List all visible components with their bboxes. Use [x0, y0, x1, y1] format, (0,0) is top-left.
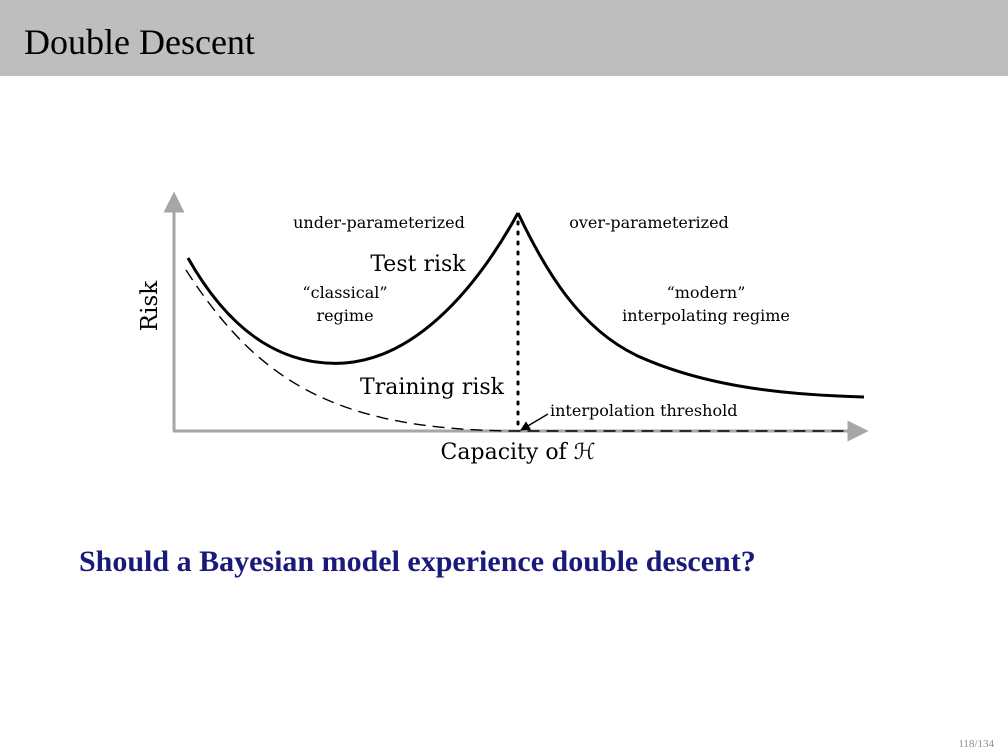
classical-regime-label-line2: regime	[316, 306, 373, 325]
x-axis-label: Capacity of ℋ	[441, 440, 596, 465]
test-risk-curve-modern	[516, 212, 865, 399]
question-text: Should a Bayesian model experience doubl…	[79, 545, 756, 578]
threshold-arrow	[520, 413, 549, 431]
test-risk-curve-classical	[186, 212, 520, 365]
page-total: 134	[977, 738, 995, 750]
under-parameterized-label: under-parameterized	[293, 213, 465, 232]
interpolation-threshold-label: interpolation threshold	[550, 401, 737, 420]
page-number: 118/134	[958, 738, 994, 750]
page-current: 118	[958, 738, 975, 750]
y-axis-label: Risk	[137, 280, 163, 331]
over-parameterized-label: over-parameterized	[569, 213, 729, 232]
training-risk-label: Training risk	[360, 375, 505, 400]
slide-title: Double Descent	[24, 22, 255, 62]
title-bar	[0, 0, 1008, 76]
classical-regime-label-line1: “classical”	[302, 283, 387, 302]
modern-regime-label-line1: “modern”	[667, 283, 746, 302]
test-risk-label: Test risk	[370, 252, 466, 277]
modern-regime-label-line2: interpolating regime	[622, 306, 790, 325]
page-separator: /	[974, 738, 978, 750]
